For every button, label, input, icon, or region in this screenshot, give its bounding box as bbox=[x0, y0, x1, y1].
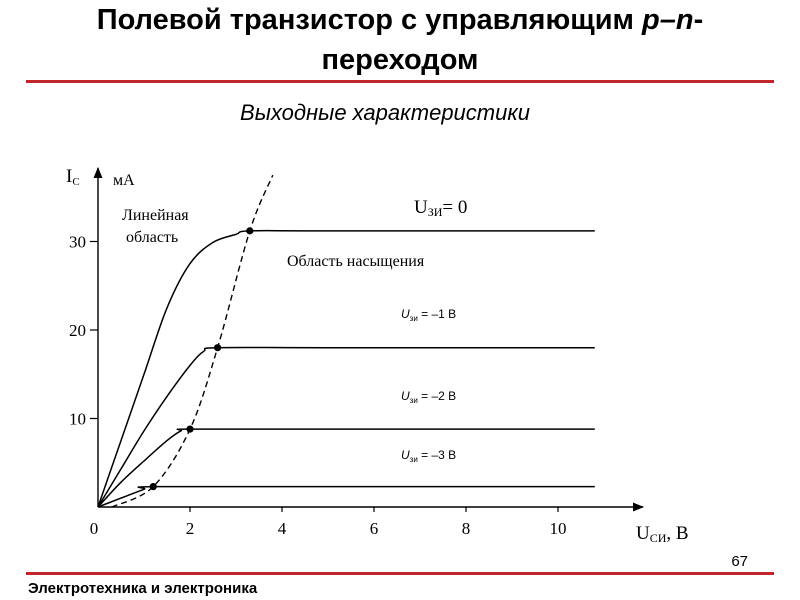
series-label-symbol-0: U bbox=[414, 197, 428, 218]
series-line-2 bbox=[97, 428, 595, 508]
x-axis-label: UСИ, В bbox=[636, 523, 689, 545]
series-label-value-3: = –3 В bbox=[418, 448, 456, 462]
y-axis-label: IС bbox=[66, 166, 80, 188]
footer-divider bbox=[26, 572, 774, 575]
linear-region-label-2: область bbox=[126, 229, 178, 246]
x-tick-label-6: 6 bbox=[370, 519, 379, 538]
series-label-subscript-3: зи bbox=[410, 455, 418, 464]
series-label-symbol-2: U bbox=[401, 389, 410, 403]
y-axis-symbol: I bbox=[66, 166, 72, 187]
x-tick-label-8: 8 bbox=[462, 519, 471, 538]
x-tick-label-10: 10 bbox=[550, 519, 567, 538]
page-number: 67 bbox=[731, 553, 748, 570]
title-pn-italic: p–n bbox=[642, 4, 694, 36]
x-tick-label-2: 2 bbox=[186, 519, 195, 538]
series-label-3: Uзи = –3 В bbox=[401, 448, 456, 464]
y-tick-label-10: 10 bbox=[69, 410, 86, 429]
series-label-subscript-1: зи bbox=[410, 314, 418, 323]
x-axis-subscript: СИ bbox=[650, 531, 667, 545]
saturation-boundary-dashed bbox=[111, 174, 274, 508]
y-axis-subscript: С bbox=[72, 176, 79, 188]
series-label-symbol-1: U bbox=[401, 307, 410, 321]
saturation-region-label: Область насыщения bbox=[287, 253, 425, 270]
footer-text: Электротехника и электроника bbox=[28, 580, 258, 597]
series-label-1: Uзи = –1 В bbox=[401, 307, 456, 323]
slide-title: Полевой транзистор с управляющим p–n- пе… bbox=[0, 0, 800, 80]
x-origin-label: 0 bbox=[90, 519, 99, 538]
axes bbox=[90, 166, 645, 512]
x-axis-symbol: U bbox=[636, 523, 650, 544]
series-label-symbol-3: U bbox=[401, 448, 410, 462]
series-label-subscript-0: ЗИ bbox=[428, 205, 443, 219]
series-line-0 bbox=[97, 229, 595, 508]
series-label-value-1: = –1 В bbox=[418, 307, 456, 321]
series-label-value-2: = –2 В bbox=[418, 389, 456, 403]
series-label-2: Uзи = –2 В bbox=[401, 389, 456, 405]
title-divider bbox=[26, 80, 774, 83]
title-text-1: Полевой транзистор с управляющим bbox=[96, 4, 643, 36]
series-line-1 bbox=[97, 346, 595, 508]
title-line-1: Полевой транзистор с управляющим p–n- bbox=[0, 0, 800, 40]
x-axis-unit: , В bbox=[666, 523, 688, 544]
series-line-3 bbox=[97, 485, 595, 508]
y-tick-label-30: 30 bbox=[69, 233, 86, 252]
series-label-0: UЗИ= 0 bbox=[414, 197, 467, 219]
x-tick-label-4: 4 bbox=[278, 519, 287, 538]
series-label-subscript-2: зи bbox=[410, 396, 418, 405]
series-label-value-0: = 0 bbox=[442, 197, 467, 218]
y-tick-label-20: 20 bbox=[69, 321, 86, 340]
title-dash: - bbox=[693, 4, 704, 36]
title-line-2: переходом bbox=[321, 44, 479, 76]
chart-subtitle: Выходные характеристики bbox=[240, 100, 530, 125]
linear-region-label-1: Линейная bbox=[122, 207, 189, 224]
y-axis-unit: мА bbox=[113, 172, 135, 189]
curves bbox=[97, 174, 595, 508]
